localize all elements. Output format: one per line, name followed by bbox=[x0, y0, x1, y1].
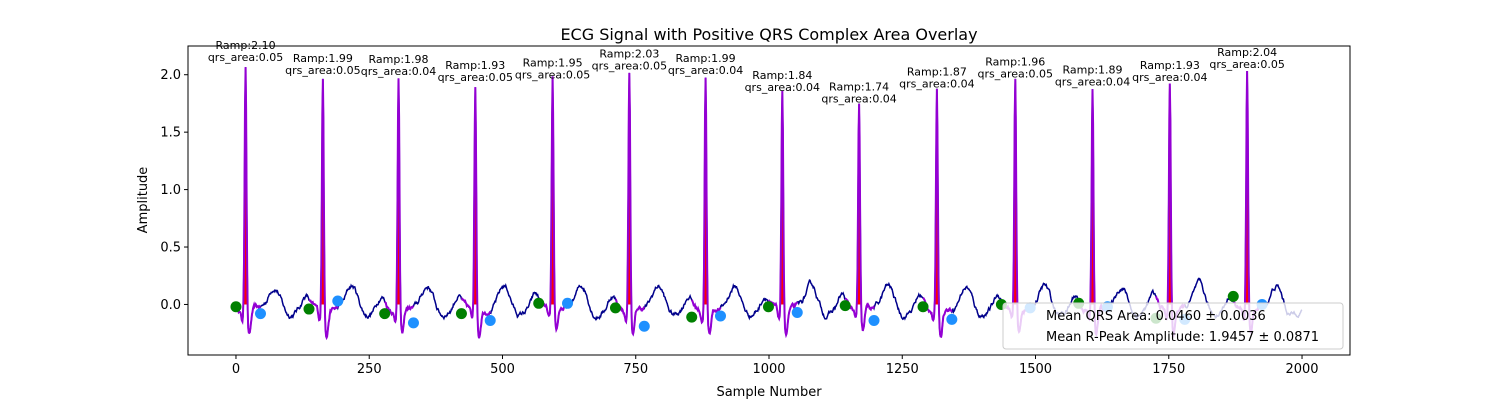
x-tick-label-1: 250 bbox=[357, 362, 382, 377]
qrs-offset-marker-6 bbox=[714, 310, 726, 322]
legend-entry-qrs-area: Mean QRS Area: 0.0460 ± 0.0036 bbox=[1046, 309, 1266, 324]
qrs-offset-marker-5 bbox=[638, 320, 650, 332]
qrs-offset-marker-3 bbox=[484, 315, 496, 327]
qrs-area-fill-4 bbox=[549, 76, 556, 305]
x-axis: 0 250 500 750 1000 1250 1500 1750 2000 bbox=[232, 355, 1319, 377]
legend-entry-r-peak: Mean R-Peak Amplitude: 1.9457 ± 0.0871 bbox=[1046, 330, 1319, 345]
r-peak-label-3: Ramp:1.93 bbox=[445, 59, 505, 72]
qrs-onset-marker-0 bbox=[230, 301, 242, 313]
x-tick-label-7: 1750 bbox=[1152, 362, 1185, 377]
r-peak-label-7: Ramp:1.84 bbox=[752, 69, 812, 82]
qrs-offset-marker-2 bbox=[407, 317, 419, 329]
r-peak-label-9: Ramp:1.87 bbox=[907, 66, 967, 79]
r-peak-label-13: Ramp:2.04 bbox=[1217, 46, 1277, 59]
r-peak-label-2: Ramp:1.98 bbox=[369, 53, 429, 66]
legend: Mean QRS Area: 0.0460 ± 0.0036 Mean R-Pe… bbox=[1002, 302, 1344, 350]
qrs-area-label-9: qrs_area:0.04 bbox=[899, 78, 974, 91]
qrs-onset-marker-2 bbox=[379, 308, 391, 320]
qrs-area-label-0: qrs_area:0.05 bbox=[208, 51, 283, 64]
legend-box bbox=[1002, 302, 1344, 350]
qrs-onset-marker-7 bbox=[762, 301, 774, 313]
qrs-segment-6 bbox=[690, 77, 722, 336]
qrs-area-label-3: qrs_area:0.05 bbox=[438, 71, 513, 84]
qrs-area-label-6: qrs_area:0.04 bbox=[668, 64, 743, 77]
qrs-offset-marker-9 bbox=[946, 313, 958, 325]
x-tick-label-0: 0 bbox=[232, 362, 240, 377]
qrs-segment-9 bbox=[922, 88, 953, 339]
r-peak-label-6: Ramp:1.99 bbox=[676, 52, 736, 65]
qrs-segment-layer bbox=[235, 67, 1263, 341]
x-tick-label-4: 1000 bbox=[752, 362, 785, 377]
x-tick-label-3: 750 bbox=[623, 362, 648, 377]
qrs-area-label-5: qrs_area:0.05 bbox=[592, 59, 667, 72]
x-axis-label: Sample Number bbox=[716, 385, 822, 400]
qrs-area-label-12: qrs_area:0.04 bbox=[1132, 71, 1207, 84]
r-peak-label-11: Ramp:1.89 bbox=[1063, 63, 1123, 76]
qrs-offset-marker-7 bbox=[791, 306, 803, 318]
qrs-onset-marker-9 bbox=[917, 301, 929, 313]
qrs-onset-marker-13 bbox=[1227, 290, 1239, 302]
y-tick-label-2: 1.0 bbox=[160, 183, 181, 198]
y-tick-label-1: 0.5 bbox=[160, 241, 181, 256]
y-axis: 0.0 0.5 1.0 1.5 2.0 bbox=[160, 68, 188, 313]
qrs-area-label-8: qrs_area:0.04 bbox=[821, 93, 896, 106]
r-peak-label-8: Ramp:1.74 bbox=[829, 81, 889, 94]
y-axis-label: Amplitude bbox=[136, 167, 151, 234]
qrs-offset-marker-0 bbox=[254, 308, 266, 320]
qrs-area-label-13: qrs_area:0.05 bbox=[1209, 58, 1284, 71]
qrs-offset-marker-8 bbox=[868, 315, 880, 327]
y-tick-label-3: 1.5 bbox=[160, 126, 181, 141]
qrs-area-label-7: qrs_area:0.04 bbox=[745, 81, 820, 94]
r-peak-label-5: Ramp:2.03 bbox=[599, 47, 659, 60]
r-peak-label-12: Ramp:1.93 bbox=[1140, 59, 1200, 72]
qrs-area-fill-3 bbox=[472, 87, 479, 305]
qrs-offset-marker-1 bbox=[332, 295, 344, 307]
qrs-area-label-2: qrs_area:0.04 bbox=[361, 65, 436, 78]
chart-title: ECG Signal with Positive QRS Complex Are… bbox=[560, 25, 977, 44]
qrs-area-label-4: qrs_area:0.05 bbox=[515, 68, 590, 81]
qrs-onset-marker-8 bbox=[839, 300, 851, 312]
x-tick-label-8: 2000 bbox=[1285, 362, 1318, 377]
x-tick-label-6: 1500 bbox=[1019, 362, 1052, 377]
qrs-area-label-10: qrs_area:0.05 bbox=[978, 67, 1053, 80]
x-tick-label-5: 1250 bbox=[886, 362, 919, 377]
qrs-area-fill-9 bbox=[933, 88, 941, 305]
qrs-area-label-1: qrs_area:0.05 bbox=[285, 64, 360, 77]
x-tick-label-2: 500 bbox=[490, 362, 515, 377]
y-tick-label-0: 0.0 bbox=[160, 298, 181, 313]
qrs-segment-0 bbox=[235, 67, 262, 335]
plot-area bbox=[230, 67, 1303, 341]
qrs-onset-marker-3 bbox=[455, 308, 467, 320]
qrs-segment-2 bbox=[383, 78, 414, 334]
r-peak-label-1: Ramp:1.99 bbox=[293, 52, 353, 65]
qrs-onset-marker-5 bbox=[609, 302, 621, 314]
qrs-segment-3 bbox=[461, 87, 491, 339]
y-tick-label-4: 2.0 bbox=[160, 68, 181, 83]
r-peak-label-4: Ramp:1.95 bbox=[523, 56, 583, 69]
qrs-area-layer bbox=[242, 67, 1251, 305]
qrs-offset-marker-4 bbox=[562, 297, 574, 309]
qrs-segment-1 bbox=[308, 78, 339, 341]
qrs-area-label-11: qrs_area:0.04 bbox=[1055, 75, 1130, 88]
qrs-onset-marker-1 bbox=[303, 303, 315, 315]
r-peak-label-10: Ramp:1.96 bbox=[985, 55, 1045, 68]
qrs-onset-marker-6 bbox=[686, 311, 698, 323]
qrs-onset-marker-4 bbox=[533, 297, 545, 309]
